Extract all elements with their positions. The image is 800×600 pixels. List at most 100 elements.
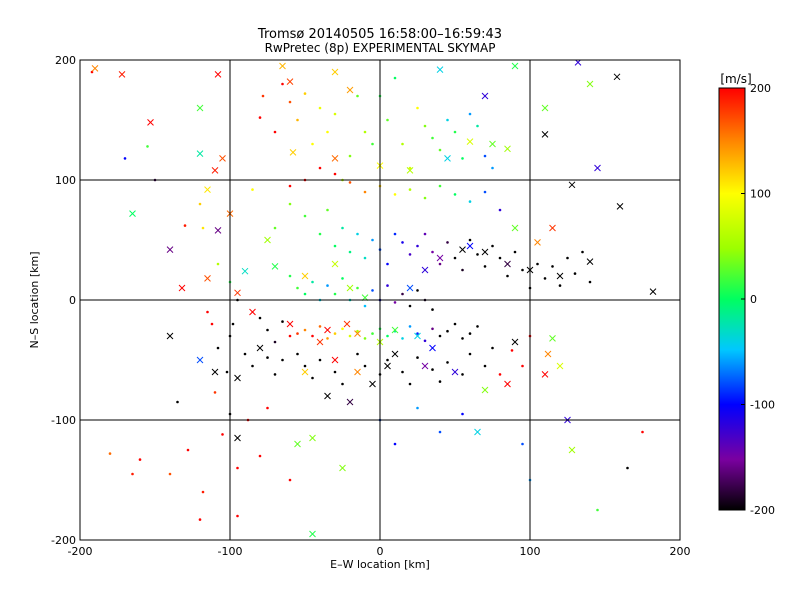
data-point-dot xyxy=(281,358,284,362)
data-point-x xyxy=(219,155,226,162)
data-point-x xyxy=(391,350,399,358)
data-point-dot xyxy=(341,382,344,386)
data-point-x xyxy=(541,104,549,112)
data-point-dot xyxy=(288,100,292,104)
y-tick-label: 200 xyxy=(55,54,76,67)
data-point-dot xyxy=(483,364,487,368)
data-point-dot xyxy=(596,508,599,512)
data-point-dot xyxy=(303,292,307,296)
x-tick-label: 100 xyxy=(520,545,541,558)
y-tick-label: 100 xyxy=(55,174,76,187)
data-point-dot xyxy=(333,292,337,296)
data-point-x xyxy=(649,288,657,295)
data-point-dot xyxy=(303,328,307,332)
y-tick-label: -200 xyxy=(51,534,76,547)
data-point-dot xyxy=(566,256,569,260)
data-point-dot xyxy=(431,250,434,254)
y-tick-labels: -200 -100 0 100 200 xyxy=(51,54,76,547)
data-point-x xyxy=(91,65,99,72)
data-point-dot xyxy=(401,292,404,296)
data-point-x xyxy=(178,284,186,292)
data-point-dot xyxy=(273,130,277,134)
data-point-dot xyxy=(198,202,202,206)
data-point-dot xyxy=(258,454,262,458)
data-point-dot xyxy=(453,130,457,134)
data-point-dot xyxy=(416,332,419,335)
data-point-dot xyxy=(266,328,269,332)
data-point-dot xyxy=(401,142,404,146)
data-point-x xyxy=(271,263,279,270)
x-axis-label: E–W location [km] xyxy=(330,558,430,571)
data-point-dot xyxy=(266,356,269,359)
data-point-dot xyxy=(318,325,322,328)
data-point-dot xyxy=(356,286,359,290)
data-point-dot xyxy=(341,277,344,280)
data-point-dot xyxy=(333,370,337,374)
data-point-dot xyxy=(326,337,329,340)
data-point-dot xyxy=(216,346,220,350)
data-point-dot xyxy=(641,430,644,434)
data-point-x xyxy=(309,434,316,442)
data-point-dot xyxy=(483,154,487,158)
data-point-dot xyxy=(123,157,127,160)
data-point-x xyxy=(504,145,511,153)
data-point-x xyxy=(331,356,339,364)
data-point-x xyxy=(196,150,204,157)
data-point-dot xyxy=(281,320,284,323)
data-point-dot xyxy=(416,289,419,292)
data-point-x xyxy=(613,73,621,81)
data-point-dot xyxy=(273,373,277,376)
data-point-x xyxy=(534,239,541,246)
data-point-dot xyxy=(243,352,247,356)
data-point-dot xyxy=(468,238,472,242)
data-point-dot xyxy=(513,250,517,254)
data-point-x xyxy=(211,368,219,376)
data-point-x xyxy=(346,398,354,406)
data-point-dot xyxy=(273,226,277,230)
data-point-dot xyxy=(201,226,205,230)
data-point-dot xyxy=(210,322,214,326)
data-point-x xyxy=(147,119,154,126)
data-point-dot xyxy=(288,202,292,206)
data-point-dot xyxy=(221,433,224,436)
data-point-dot xyxy=(333,112,337,116)
data-point-dot xyxy=(131,472,134,476)
colorbar-tick-label: 100 xyxy=(750,188,771,201)
data-point-dot xyxy=(431,136,434,140)
data-point-dot xyxy=(371,238,374,242)
data-point-x xyxy=(586,258,594,265)
data-point-x xyxy=(511,62,519,70)
data-point-dot xyxy=(408,325,412,328)
data-point-dot xyxy=(303,214,307,218)
data-point-x xyxy=(489,140,496,148)
data-point-dot xyxy=(333,332,337,335)
data-point-dot xyxy=(431,308,434,311)
data-point-dot xyxy=(453,322,457,326)
colorbar-tick-label: -100 xyxy=(750,399,775,412)
data-point-dot xyxy=(438,380,442,383)
data-point-dot xyxy=(176,400,179,404)
data-point-x xyxy=(234,289,241,297)
data-point-dot xyxy=(506,274,509,278)
data-point-x xyxy=(481,248,489,256)
data-point-x xyxy=(343,320,351,328)
data-point-dot xyxy=(303,364,307,368)
data-point-x xyxy=(301,368,309,376)
data-point-dot xyxy=(311,142,314,146)
data-point-dot xyxy=(446,329,449,333)
data-point-dot xyxy=(341,327,344,331)
data-point-dot xyxy=(461,337,464,340)
data-point-dot xyxy=(258,316,262,320)
data-point-x xyxy=(594,164,601,172)
data-point-dot xyxy=(363,130,367,134)
data-point-dot xyxy=(408,382,412,386)
data-point-dot xyxy=(363,364,367,368)
data-point-x xyxy=(466,242,474,250)
data-point-dot xyxy=(423,232,427,236)
data-point-x xyxy=(256,344,264,352)
data-point-x xyxy=(204,275,211,282)
data-point-x xyxy=(346,284,354,292)
data-point-dot xyxy=(326,284,329,287)
data-point-x xyxy=(279,62,286,70)
